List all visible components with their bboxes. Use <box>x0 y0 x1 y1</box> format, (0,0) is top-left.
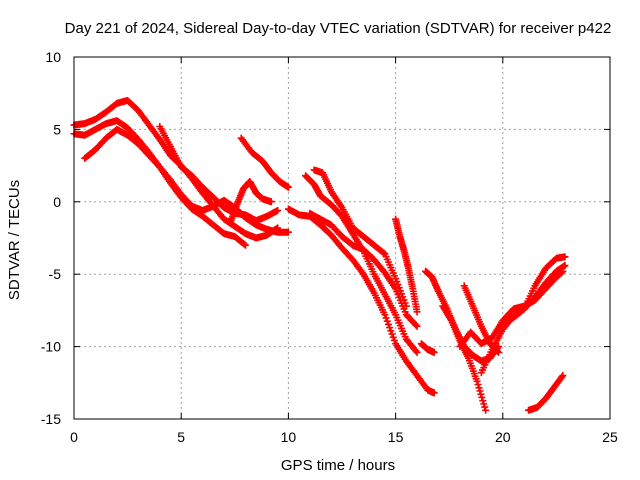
data-point <box>430 389 438 397</box>
data-point <box>390 336 398 344</box>
data-point <box>387 327 395 335</box>
data-point <box>402 302 410 310</box>
data-point <box>267 198 275 206</box>
data-point <box>495 348 503 356</box>
data-point <box>479 397 487 405</box>
series-arc-9 <box>306 209 421 330</box>
data-point <box>382 314 390 322</box>
data-point <box>240 240 248 248</box>
data-point <box>480 400 488 408</box>
y-axis-label: SDTVAR / TECUs <box>6 180 23 300</box>
data-point <box>413 322 421 330</box>
y-tick-label: 10 <box>45 49 61 65</box>
data-point <box>381 311 389 319</box>
data-point <box>383 317 391 325</box>
data-point <box>274 206 282 214</box>
chart-title: Day 221 of 2024, Sidereal Day-to-day VTE… <box>65 20 612 37</box>
series-arc-3 <box>81 125 250 249</box>
y-tick-label: -10 <box>41 339 61 355</box>
data-point <box>476 387 484 395</box>
data-markers <box>70 96 569 414</box>
data-point <box>413 348 421 356</box>
y-axis-ticks: 10 5 0 -5 -10 -15 <box>41 49 610 427</box>
x-axis-label: GPS time / hours <box>281 457 395 474</box>
data-point <box>284 183 292 191</box>
data-point <box>481 403 489 411</box>
data-point <box>519 306 527 314</box>
plot-frame <box>73 56 611 420</box>
y-tick-label: 0 <box>53 194 61 210</box>
x-tick-label: 0 <box>70 429 78 445</box>
series-arc-17 <box>499 253 569 327</box>
data-point <box>558 373 566 381</box>
data-point <box>412 321 420 329</box>
x-tick-label: 15 <box>388 429 404 445</box>
data-point <box>478 393 486 401</box>
data-point <box>561 262 569 270</box>
series-arc-8 <box>302 172 421 356</box>
y-tick-label: -15 <box>41 411 61 427</box>
data-point <box>284 228 292 236</box>
y-tick-label: -5 <box>49 266 62 282</box>
data-point <box>474 381 482 389</box>
data-point <box>477 390 485 398</box>
data-point <box>482 406 490 414</box>
x-tick-label: 10 <box>281 429 297 445</box>
data-point <box>389 333 397 341</box>
data-point <box>430 348 438 356</box>
data-point <box>380 249 388 257</box>
plot-grid <box>74 57 610 419</box>
data-point <box>274 224 282 232</box>
data-point <box>412 347 420 355</box>
series-arc-11 <box>392 215 421 316</box>
x-axis-ticks: 0 5 10 15 20 25 <box>70 57 618 445</box>
x-tick-label: 25 <box>602 429 618 445</box>
data-point <box>413 308 421 316</box>
data-point <box>475 384 483 392</box>
data-point <box>384 320 392 328</box>
y-tick-label: 5 <box>53 121 61 137</box>
series-arc-6 <box>237 134 292 191</box>
series-arc-19 <box>417 340 438 356</box>
data-point <box>494 347 502 355</box>
data-point <box>272 225 280 233</box>
series-arc-10 <box>310 166 410 310</box>
series-arc-18 <box>525 372 567 414</box>
data-point <box>561 253 569 261</box>
data-point <box>559 372 567 380</box>
data-point <box>388 330 396 338</box>
data-point <box>473 377 481 385</box>
data-point <box>242 241 250 249</box>
x-tick-label: 5 <box>177 429 185 445</box>
series-arc-5 <box>227 178 275 226</box>
series-arc-16 <box>460 282 503 356</box>
x-tick-label: 20 <box>495 429 511 445</box>
data-point <box>386 324 394 332</box>
